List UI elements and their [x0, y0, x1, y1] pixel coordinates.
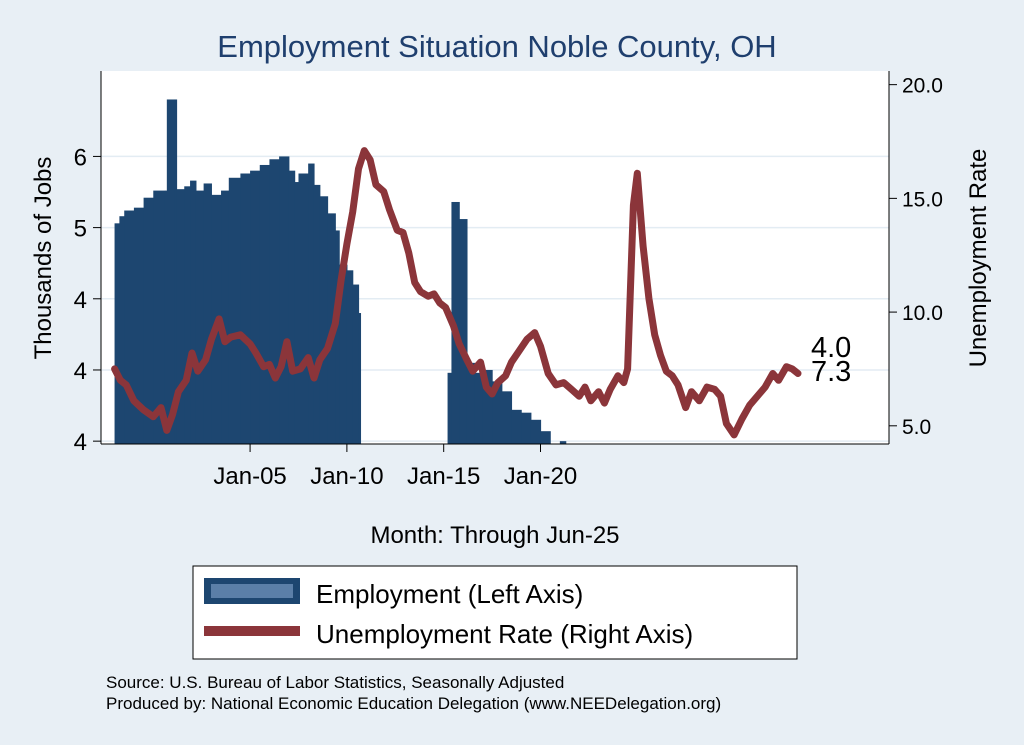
x-axis-label: Month: Through Jun-25 — [370, 522, 619, 549]
employment-bar — [228, 177, 242, 445]
producer-note: Produced by: National Economic Education… — [106, 694, 721, 713]
employment-bar — [530, 419, 542, 445]
employment-bar — [521, 412, 532, 445]
employment-bar — [474, 372, 484, 445]
employment-bar — [346, 270, 354, 445]
employment-bar — [288, 170, 296, 445]
employment-bar — [124, 210, 135, 445]
right-axis-ticks: 5.0 10.0 15.0 20.0 — [889, 75, 943, 439]
source-note: Source: U.S. Bureau of Labor Statistics,… — [106, 673, 564, 692]
legend: Employment (Left Axis) Unemployment Rate… — [192, 565, 798, 660]
employment-bar — [240, 173, 251, 445]
employment-bar — [221, 190, 230, 445]
unemployment-end-label: 7.3 — [811, 356, 851, 388]
left-tick-label: 4 — [74, 358, 87, 385]
employment-bar — [279, 156, 290, 445]
employment-bar — [459, 219, 468, 445]
employment-bar — [482, 369, 493, 445]
left-tick-label: 5 — [74, 216, 87, 243]
employment-bar — [335, 230, 340, 445]
employment-bar — [166, 99, 176, 445]
right-tick-label: 20.0 — [902, 75, 943, 98]
employment-bar — [203, 183, 212, 445]
left-tick-label: 6 — [74, 144, 87, 171]
employment-bar — [492, 381, 503, 445]
employment-bar — [133, 207, 145, 445]
right-axis-label: Unemployment Rate — [965, 149, 992, 368]
employment-bar — [184, 186, 191, 445]
left-axis-label: Thousands of Jobs — [30, 157, 57, 360]
x-tick-label: Jan-15 — [407, 463, 480, 490]
left-tick-label: 4 — [74, 429, 87, 456]
employment-bar — [358, 313, 362, 445]
employment-bar — [176, 189, 185, 445]
employment-bar — [447, 372, 453, 445]
employment-bar — [294, 182, 300, 445]
employment-bar — [269, 159, 280, 445]
x-tick-label: Jan-10 — [310, 463, 383, 490]
x-tick-label: Jan-20 — [504, 463, 577, 490]
legend-employment-swatch-inner — [211, 584, 293, 598]
chart-title: Employment Situation Noble County, OH — [217, 29, 776, 64]
employment-bar — [195, 190, 205, 445]
employment-bar — [319, 196, 329, 445]
employment-bar — [153, 190, 166, 445]
employment-bar — [540, 431, 551, 445]
employment-bar — [466, 362, 476, 445]
employment-bar — [119, 216, 125, 445]
employment-bar — [559, 441, 567, 445]
legend-unemployment-swatch — [204, 626, 300, 636]
employment-end-label: 4.0 — [811, 332, 851, 364]
left-tick-label: 4 — [74, 287, 87, 314]
employment-bar — [190, 180, 197, 445]
legend-employment-label: Employment (Left Axis) — [316, 579, 583, 609]
employment-bar — [174, 99, 178, 445]
employment-bar — [298, 173, 309, 445]
right-tick-label: 5.0 — [902, 416, 931, 439]
employment-bar — [313, 184, 321, 445]
employment-bar — [114, 223, 120, 445]
right-tick-label: 15.0 — [902, 188, 943, 211]
x-axis-ticks: Jan-05 Jan-10 Jan-15 Jan-20 — [213, 444, 577, 490]
employment-bars — [114, 99, 699, 445]
left-axis-ticks: 4 4 4 5 6 — [74, 144, 101, 456]
employment-bar — [339, 264, 348, 445]
employment-bar — [511, 409, 522, 445]
employment-bar — [164, 190, 168, 445]
employment-bar — [143, 197, 154, 445]
employment-bar — [250, 170, 261, 445]
employment-bar — [501, 391, 513, 445]
x-tick-label: Jan-05 — [213, 463, 286, 490]
legend-unemployment-label: Unemployment Rate (Right Axis) — [316, 619, 693, 649]
employment-bar — [259, 164, 271, 445]
employment-bar — [308, 163, 315, 445]
employment-bar — [352, 284, 360, 445]
right-tick-label: 10.0 — [902, 302, 943, 325]
unemployment-rate-line — [111, 147, 802, 439]
